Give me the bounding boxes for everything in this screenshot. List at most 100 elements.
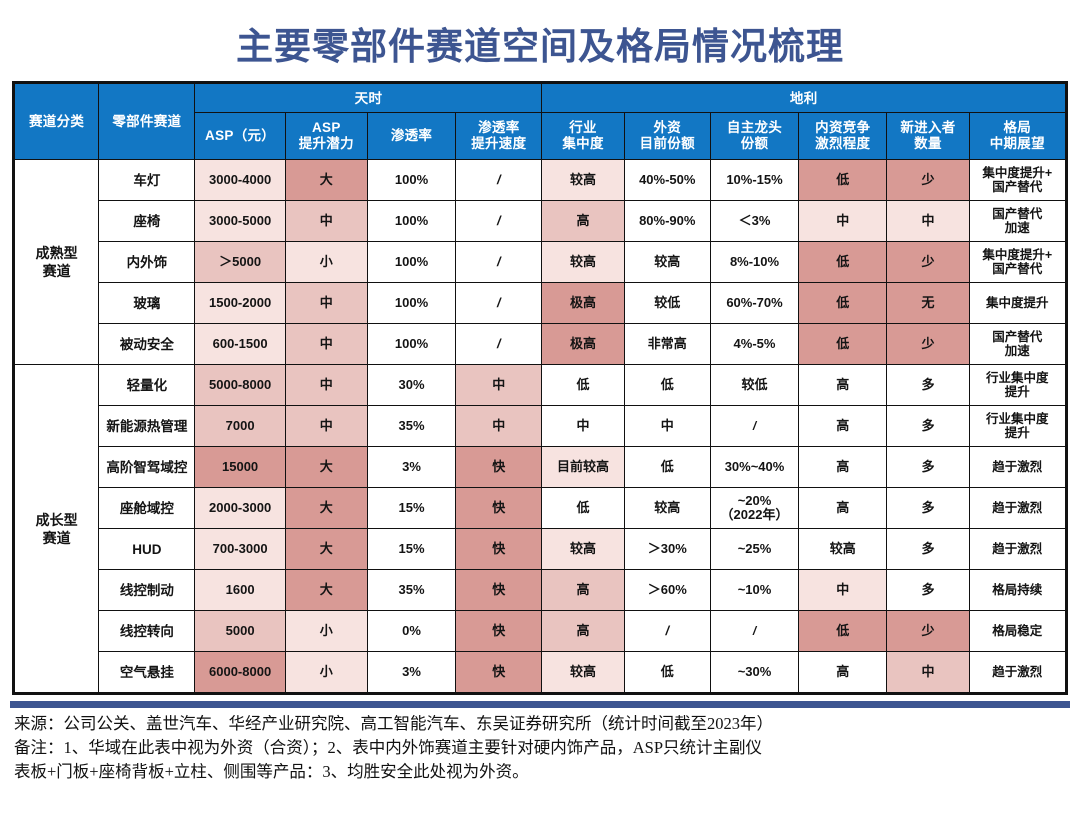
foreign-share-cell: 较高 [623, 487, 711, 530]
category-cell: 成熟型 赛道 [13, 159, 100, 366]
header-asp-potential-line2: 提升潜力 [298, 136, 354, 152]
asp-potential-cell: 大 [284, 569, 368, 612]
table-row: 座椅 3000-5000 中 100% / 高 80%-90% ＜3% 中中国产替代 加速 [15, 200, 1067, 243]
category-label-line2: 赛道 [42, 529, 71, 546]
domestic-competition-cell: 中 [798, 200, 888, 243]
domestic-competition-cell: 较高 [798, 528, 888, 571]
domestic-competition-cell: 高 [798, 405, 888, 448]
header-entrants-line2: 数量 [914, 136, 942, 152]
asp-potential-cell: 中 [284, 282, 368, 325]
main-table-container: 赛道分类 零部件赛道 天时 地利 ASP（元） ASP 提升潜力 渗透率 渗透率… [12, 81, 1068, 696]
domestic-leader-share-cell: 8%-10% [709, 241, 800, 284]
header-penetration: 渗透率 [366, 112, 457, 161]
table-header: 赛道分类 零部件赛道 天时 地利 ASP（元） ASP 提升潜力 渗透率 渗透率… [13, 83, 1067, 161]
outlook-cell: 趋于激烈 [968, 651, 1067, 694]
outlook-cell: 趋于激烈 [968, 446, 1067, 489]
foreign-share-cell: 40%-50% [623, 159, 711, 202]
domestic-leader-share-cell: / [709, 405, 800, 448]
industry-concentration-cell: 目前较高 [541, 446, 625, 489]
header-concentration-line2: 集中度 [562, 136, 604, 152]
industry-concentration-cell: 高 [541, 200, 625, 243]
table-row: 被动安全 600-1500 中 100% / 极高 非常高 4%-5% 低少国产替代 加速 [15, 323, 1067, 366]
asp-potential-cell: 大 [284, 487, 368, 530]
table-row: 高阶智驾域控 15000 大 3% 快目前较高低 30%~40% 高多趋于激烈 [15, 446, 1067, 489]
track-name-cell: 空气悬挂 [98, 651, 196, 694]
industry-concentration-cell: 极高 [541, 323, 625, 366]
domestic-leader-share-cell: ~30% [709, 651, 800, 694]
penetration-cell: 100% [366, 200, 457, 243]
industry-concentration-cell: 低 [541, 487, 625, 530]
domestic-competition-cell: 中 [798, 569, 888, 612]
category-label-line1: 成熟型 [35, 245, 78, 262]
asp-cell: 6000-8000 [194, 651, 286, 694]
table-row: 空气悬挂 6000-8000 小 3% 快较高低 ~30% 高中趋于激烈 [15, 651, 1067, 694]
table-row: 座舱域控 2000-3000 大 15% 快低较高 ~20% （2022年）高多趋于激烈 [15, 487, 1067, 530]
penetration-speed-cell: / [455, 200, 543, 243]
header-group-tianshi: 天时 [194, 83, 543, 114]
header-penetration-speed: 渗透率 提升速度 [455, 112, 543, 161]
foreign-share-cell: 80%-90% [623, 200, 711, 243]
penetration-speed-cell: 中 [455, 405, 543, 448]
new-entrants-cell: 多 [886, 405, 970, 448]
penetration-cell: 100% [366, 241, 457, 284]
header-foreign-share: 外资 目前份额 [623, 112, 711, 161]
penetration-cell: 0% [366, 610, 457, 653]
penetration-speed-cell: / [455, 282, 543, 325]
penetration-cell: 100% [366, 159, 457, 202]
table-row: 成长型 赛道 轻量化 5000-8000 中 30% 中低低较低高多行业集中度 提升 [13, 364, 1067, 694]
outlook-cell: 格局稳定 [968, 610, 1067, 653]
track-name-cell: 轻量化 [98, 364, 196, 407]
asp-cell: ＞5000 [194, 241, 286, 284]
footnote-block: 来源：公司公关、盖世汽车、华经产业研究院、高工智能汽车、东吴证券研究所（统计时间… [14, 712, 1068, 784]
header-group-row: 赛道分类 零部件赛道 天时 地利 [13, 83, 1066, 161]
asp-cell: 15000 [194, 446, 286, 489]
penetration-speed-cell: / [455, 241, 543, 284]
industry-concentration-cell: 低 [541, 364, 625, 407]
table-row: 新能源热管理 7000 中 35% 中中中 / 高多行业集中度 提升 [15, 405, 1067, 448]
header-outlook: 格局 中期展望 [968, 112, 1067, 161]
asp-potential-cell: 小 [284, 241, 368, 284]
outlook-cell: 国产替代 加速 [968, 323, 1067, 366]
outlook-cell: 国产替代 加速 [968, 200, 1067, 243]
asp-cell: 1500-2000 [194, 282, 286, 325]
table-row: 内外饰 ＞5000 小 100% / 较高 较高 8%-10% 低少集中度提升+ 国产替代 [15, 241, 1067, 284]
asp-potential-cell: 大 [284, 159, 368, 202]
asp-cell: 2000-3000 [194, 487, 286, 530]
track-name-cell: HUD [98, 528, 196, 571]
component-track-table: 赛道分类 零部件赛道 天时 地利 ASP（元） ASP 提升潜力 渗透率 渗透率… [13, 83, 1067, 694]
asp-potential-cell: 大 [284, 446, 368, 489]
outlook-cell: 格局持续 [968, 569, 1067, 612]
new-entrants-cell: 少 [886, 323, 970, 366]
category-label-line1: 成长型 [35, 511, 78, 528]
table-body: 成熟型 赛道 车灯 3000-4000 大 100% / 较高 40%-50% 10%-15% 低少… [13, 159, 1067, 694]
domestic-leader-share-cell: / [709, 610, 800, 653]
outlook-cell: 行业集中度 提升 [968, 364, 1067, 407]
header-asp: ASP（元） [194, 112, 286, 161]
industry-concentration-cell: 较高 [541, 241, 625, 284]
penetration-speed-cell: 快 [455, 569, 543, 612]
penetration-cell: 100% [366, 282, 457, 325]
new-entrants-cell: 多 [886, 487, 970, 530]
header-concentration-line1: 行业 [569, 119, 597, 135]
header-competition: 内资竞争 激烈程度 [798, 112, 888, 161]
penetration-speed-cell: / [455, 159, 543, 202]
footer-divider [10, 701, 1070, 709]
new-entrants-cell: 多 [886, 528, 970, 571]
foreign-share-cell: / [623, 610, 711, 653]
foreign-share-cell: 中 [623, 405, 711, 448]
header-concentration: 行业 集中度 [541, 112, 625, 161]
domestic-competition-cell: 低 [798, 159, 888, 202]
domestic-competition-cell: 低 [798, 323, 888, 366]
foreign-share-cell: 较高 [623, 241, 711, 284]
track-name-cell: 玻璃 [98, 282, 196, 325]
penetration-cell: 3% [366, 651, 457, 694]
header-asp-potential: ASP 提升潜力 [284, 112, 368, 161]
asp-potential-cell: 小 [284, 610, 368, 653]
penetration-cell: 35% [366, 569, 457, 612]
new-entrants-cell: 少 [886, 610, 970, 653]
track-name-cell: 线控转向 [98, 610, 196, 653]
foreign-share-cell: 低 [623, 651, 711, 694]
domestic-competition-cell: 低 [798, 610, 888, 653]
outlook-cell: 行业集中度 提升 [968, 405, 1067, 448]
header-foreign-line1: 外资 [653, 119, 682, 135]
